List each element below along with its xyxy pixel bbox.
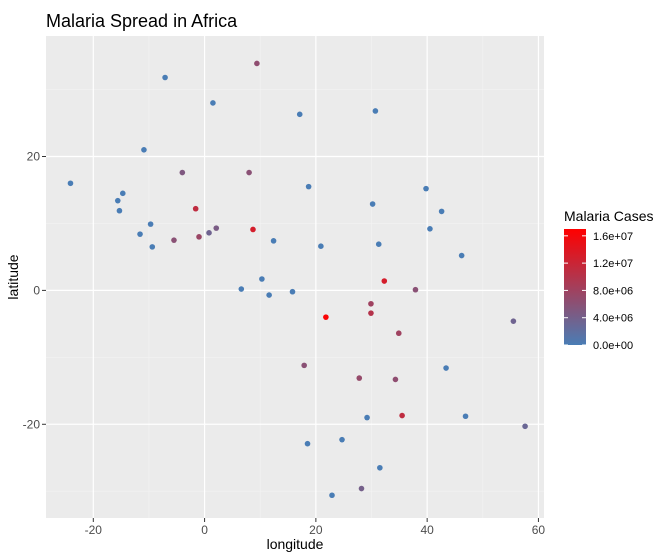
legend-label: 0.0e+00 (593, 340, 633, 352)
plot-panel (46, 36, 544, 518)
data-point (119, 190, 126, 197)
data-point (412, 286, 419, 293)
data-point (304, 440, 311, 447)
legend-title: Malaria Cases (564, 208, 653, 224)
data-point (372, 108, 379, 114)
data-point (395, 330, 402, 337)
data-point (522, 423, 528, 430)
data-point (114, 197, 121, 204)
y-tick-label: 20 (27, 150, 41, 164)
data-point (375, 241, 382, 247)
data-point (289, 288, 296, 295)
data-point (213, 225, 220, 231)
data-point (210, 100, 216, 106)
data-point (443, 365, 449, 371)
legend-label: 1.6e+07 (593, 231, 633, 243)
x-axis-label: longitude (267, 536, 324, 552)
y-axis-ticks: -20 0 20 (23, 150, 46, 431)
data-point (458, 252, 465, 259)
data-point (438, 208, 445, 215)
data-point (179, 169, 186, 176)
legend-ticks: 1.6e+07 1.2e+07 8.0e+06 4.0e+06 0.0e+00 (564, 231, 633, 352)
legend-label: 4.0e+06 (593, 313, 633, 325)
legend-label: 8.0e+06 (593, 285, 633, 297)
x-tick-label: -20 (85, 523, 103, 537)
data-point (381, 278, 388, 284)
data-point (238, 286, 245, 292)
y-tick-label: 0 (33, 283, 40, 297)
data-points (67, 60, 528, 499)
data-point (323, 314, 329, 320)
chart-title: Malaria Spread in Africa (46, 11, 238, 31)
data-point (67, 180, 74, 187)
y-tick-label: -20 (23, 417, 41, 431)
data-point (149, 244, 156, 250)
data-point (147, 221, 154, 227)
y-axis-label: latitude (5, 254, 21, 299)
minor-gridlines (46, 36, 544, 518)
data-point (364, 414, 370, 421)
data-point (339, 436, 345, 443)
data-point (369, 201, 376, 207)
data-point (462, 413, 469, 420)
x-tick-label: 0 (201, 523, 208, 537)
data-point (141, 147, 147, 153)
data-point (318, 243, 324, 250)
data-point (254, 60, 260, 67)
data-point (196, 234, 202, 240)
data-point (368, 300, 374, 307)
data-point (358, 485, 365, 492)
data-point (301, 362, 307, 369)
data-point (392, 376, 399, 383)
x-tick-label: 60 (532, 523, 546, 537)
data-point (368, 310, 374, 316)
x-tick-label: 20 (309, 523, 323, 537)
major-gridlines (46, 36, 544, 518)
data-point (162, 74, 168, 81)
data-point (305, 183, 312, 190)
data-point (250, 226, 256, 233)
data-point (296, 111, 303, 118)
data-point (116, 207, 123, 214)
data-point (377, 464, 383, 471)
data-point (137, 231, 143, 237)
data-point (192, 205, 199, 212)
data-point (399, 412, 405, 419)
x-axis-ticks: -20 0 20 40 60 (85, 518, 546, 537)
data-point (423, 185, 429, 192)
data-point (259, 276, 265, 282)
legend-colorbar (564, 229, 586, 345)
legend: Malaria Cases 1.6e+07 1.2e+07 8.0e+06 4.0e+… (564, 208, 653, 352)
data-point (171, 237, 177, 243)
data-point (356, 375, 363, 381)
data-point (206, 230, 212, 236)
data-point (246, 169, 252, 176)
x-tick-label: 40 (420, 523, 434, 537)
data-point (427, 226, 433, 232)
legend-label: 1.2e+07 (593, 258, 633, 270)
data-point (270, 238, 277, 244)
data-point (329, 492, 335, 499)
data-point (266, 292, 272, 298)
data-point (510, 318, 517, 324)
